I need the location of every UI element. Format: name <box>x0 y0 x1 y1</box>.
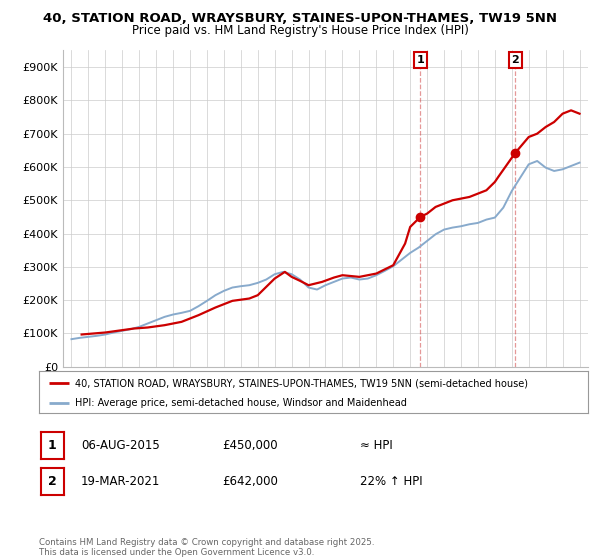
Text: ≈ HPI: ≈ HPI <box>360 438 393 452</box>
Text: Contains HM Land Registry data © Crown copyright and database right 2025.
This d: Contains HM Land Registry data © Crown c… <box>39 538 374 557</box>
Text: £642,000: £642,000 <box>222 475 278 488</box>
Text: 1: 1 <box>416 55 424 65</box>
Text: 40, STATION ROAD, WRAYSBURY, STAINES-UPON-THAMES, TW19 5NN (semi-detached house): 40, STATION ROAD, WRAYSBURY, STAINES-UPO… <box>74 378 527 388</box>
Text: Price paid vs. HM Land Registry's House Price Index (HPI): Price paid vs. HM Land Registry's House … <box>131 24 469 36</box>
Text: 22% ↑ HPI: 22% ↑ HPI <box>360 475 422 488</box>
Text: 2: 2 <box>511 55 519 65</box>
Text: 19-MAR-2021: 19-MAR-2021 <box>81 475 160 488</box>
Text: £450,000: £450,000 <box>222 438 278 452</box>
Text: 2: 2 <box>48 475 56 488</box>
Text: 1: 1 <box>48 438 56 452</box>
Text: 40, STATION ROAD, WRAYSBURY, STAINES-UPON-THAMES, TW19 5NN: 40, STATION ROAD, WRAYSBURY, STAINES-UPO… <box>43 12 557 25</box>
Text: HPI: Average price, semi-detached house, Windsor and Maidenhead: HPI: Average price, semi-detached house,… <box>74 398 407 408</box>
Text: 06-AUG-2015: 06-AUG-2015 <box>81 438 160 452</box>
